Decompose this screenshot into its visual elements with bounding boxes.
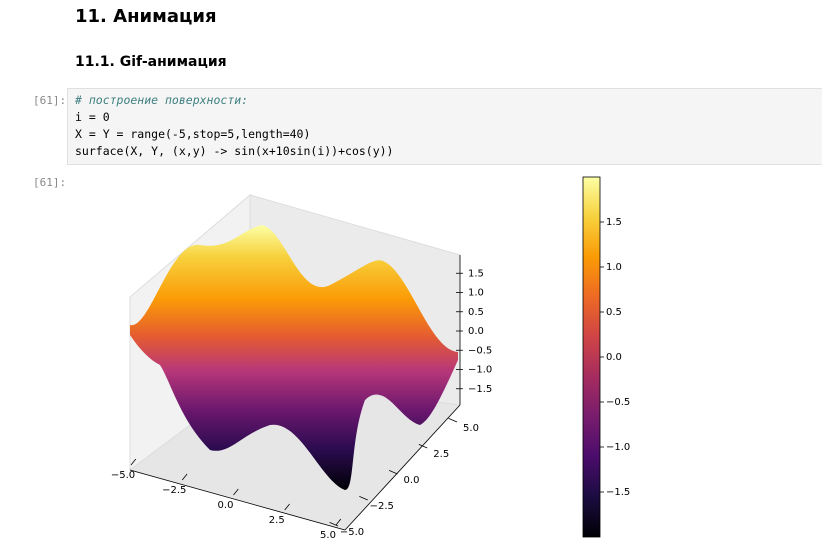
colorbar-tick-label: 0.5	[606, 307, 622, 318]
heading: 11. Анимация	[75, 6, 217, 27]
x-tick-label: −5.0	[111, 470, 135, 481]
z-tick-label: −1.5	[468, 384, 492, 395]
tick-mark	[181, 473, 188, 481]
colorbar-tick-label: −1.0	[606, 442, 630, 453]
z-tick-label: 1.5	[468, 268, 484, 279]
tick-mark	[448, 418, 458, 423]
colorbar-tick-label: 0.0	[606, 352, 622, 363]
input-prompt: [61]:	[33, 94, 67, 107]
tick-mark	[233, 488, 239, 496]
y-tick-label: 5.0	[463, 423, 479, 434]
tick-mark	[335, 518, 342, 526]
tick-mark	[130, 458, 137, 466]
z-tick-label: −0.5	[468, 345, 492, 356]
code-line: i = 0	[75, 110, 110, 124]
colorbar-tick-label: −1.5	[606, 487, 630, 498]
y-tick-label: −2.5	[370, 501, 394, 512]
axis-line	[344, 404, 461, 531]
y-tick-label: −5.0	[340, 527, 364, 538]
x-tick-label: 5.0	[320, 530, 336, 541]
colorbar-tick-label: 1.0	[606, 262, 622, 273]
x-tick-label: −2.5	[162, 485, 186, 496]
colorbar-tick-label: 1.5	[606, 217, 622, 228]
output-prompt: [61]:	[33, 176, 67, 189]
tick-mark	[329, 522, 339, 527]
z-tick-label: 0.5	[468, 307, 484, 318]
y-tick-label: 2.5	[433, 449, 449, 460]
code-line: # построение поверхности:	[75, 93, 249, 107]
z-tick-label: 1.0	[468, 288, 484, 299]
tick-mark	[359, 496, 368, 501]
tick-mark	[388, 470, 398, 475]
y-tick-label: 0.0	[404, 475, 420, 486]
tick-mark	[284, 503, 290, 511]
colorbar	[582, 176, 601, 538]
code-line: X = Y = range(-5,stop=5,length=40)	[75, 127, 311, 141]
x-tick-label: 0.0	[218, 500, 234, 511]
tick-mark	[418, 444, 428, 449]
z-tick-label: −1.0	[468, 365, 492, 376]
subheading: 11.1. Gif-анимация	[75, 54, 227, 70]
surface	[130, 225, 458, 490]
code-cell[interactable]	[67, 88, 822, 165]
colorbar-tick-label: −0.5	[606, 397, 630, 408]
code-line: surface(X, Y, (x,y) -> sin(x+10sin(i))+c…	[75, 144, 394, 158]
axis-line	[129, 469, 346, 531]
z-tick-label: 0.0	[468, 326, 484, 337]
x-tick-label: 2.5	[269, 515, 285, 526]
